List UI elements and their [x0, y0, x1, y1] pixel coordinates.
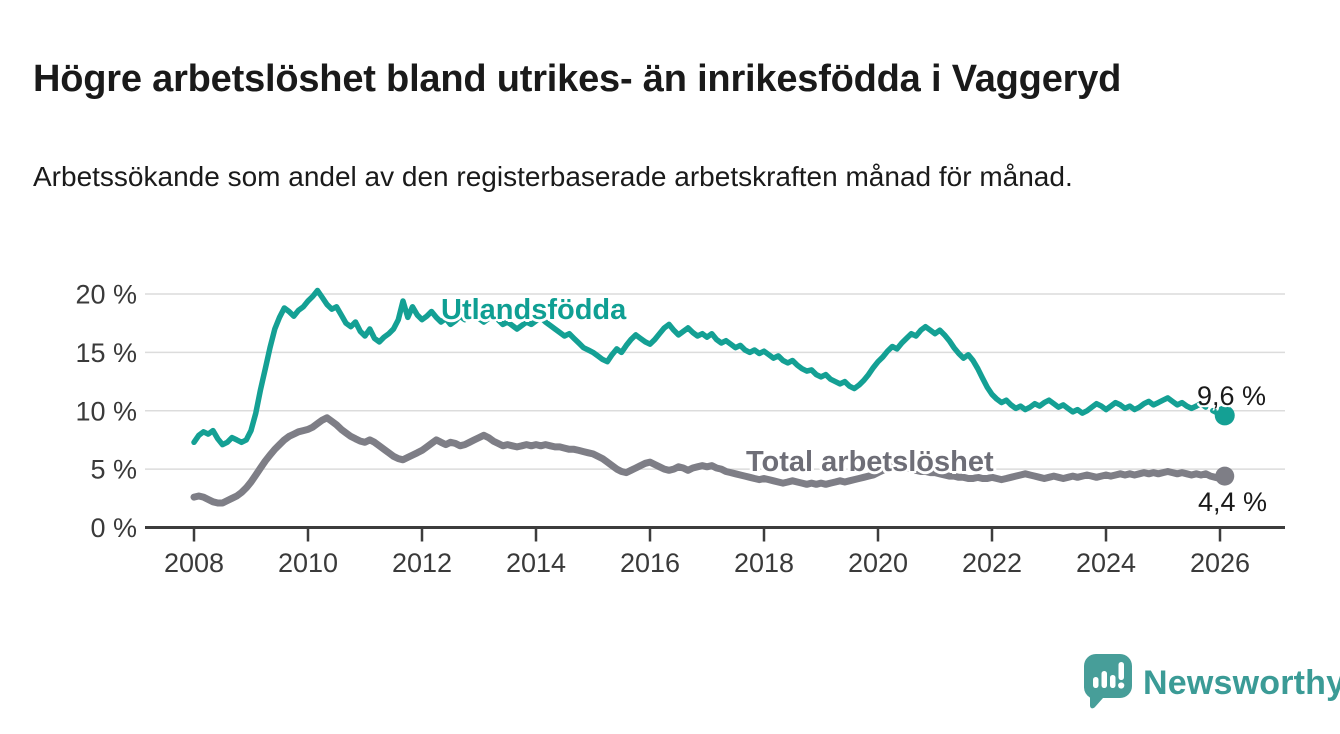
- x-axis-tick-label-2018: 2018: [734, 548, 794, 578]
- y-axis-tick-label-10: 10 %: [75, 396, 137, 426]
- y-axis-tick-label-0: 0 %: [90, 513, 137, 543]
- y-axis-tick-label-15: 15 %: [75, 338, 137, 368]
- end-value-label-total: 4,4 %: [1198, 487, 1268, 517]
- x-axis-tick-label-2008: 2008: [164, 548, 224, 578]
- line-utlandsfodda: [191, 287, 1200, 448]
- newsworthy-logo-text: Newsworthy: [1143, 663, 1340, 702]
- x-axis-tick-label-2016: 2016: [620, 548, 680, 578]
- x-axis-tick-label-2024: 2024: [1076, 548, 1136, 578]
- end-dot-utlandsfodda: [1214, 405, 1235, 426]
- y-axis-tick-label-20: 20 %: [75, 280, 137, 310]
- x-axis-tick-label-2022: 2022: [962, 548, 1022, 578]
- end-value-label-utlandsfodda: 9,6 %: [1197, 381, 1267, 411]
- newsworthy-logo-icon: [1084, 654, 1132, 709]
- x-axis-tick-label-2014: 2014: [506, 548, 566, 578]
- x-axis-tick-label-2026: 2026: [1190, 548, 1250, 578]
- line-total-arbetsloshet: [190, 414, 1229, 507]
- chart-subtitle: Arbetssökande som andel av den registerb…: [33, 161, 1073, 192]
- end-dot-total-arbetsloshet: [1215, 466, 1235, 486]
- newsworthy-logo: Newsworthy: [1084, 654, 1340, 710]
- series-label-total-arbetsloshet: Total arbetslöshet: [746, 446, 994, 478]
- y-axis-tick-label-5: 5 %: [90, 455, 137, 485]
- x-axis-tick-label-2020: 2020: [848, 548, 908, 578]
- x-axis-tick-label-2010: 2010: [278, 548, 338, 578]
- chart-title: Högre arbetslöshet bland utrikes- än inr…: [33, 58, 1122, 101]
- series-label-utlandsfodda: Utlandsfödda: [441, 294, 627, 326]
- x-axis-tick-label-2012: 2012: [392, 548, 452, 578]
